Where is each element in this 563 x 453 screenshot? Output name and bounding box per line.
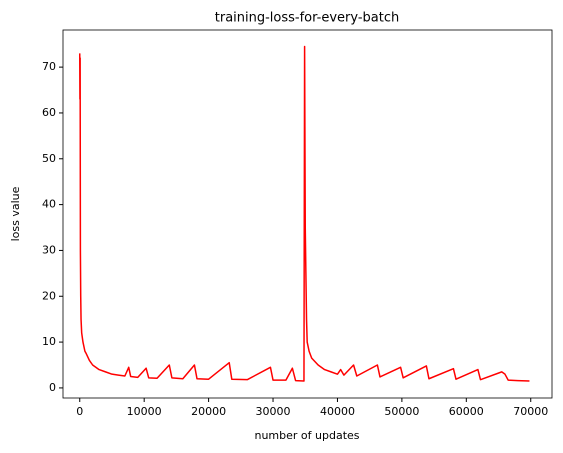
x-tick-label: 60000 [449, 405, 484, 418]
x-tick-label: 50000 [384, 405, 419, 418]
plot-frame [62, 29, 553, 399]
x-tick-label: 40000 [320, 405, 355, 418]
loss-line [79, 45, 530, 382]
y-axis-label: loss value [9, 186, 22, 241]
x-tick-label: 20000 [191, 405, 226, 418]
y-tick-label: 70 [42, 60, 56, 73]
x-tick-label: 70000 [513, 405, 548, 418]
y-tick-label: 0 [49, 381, 56, 394]
y-tick-label: 10 [42, 335, 56, 348]
x-tick-label: 30000 [256, 405, 291, 418]
y-tick-label: 50 [42, 152, 56, 165]
y-tick-label: 40 [42, 198, 56, 211]
y-tick-label: 20 [42, 289, 56, 302]
y-tick-label: 60 [42, 106, 56, 119]
y-tick-label: 30 [42, 243, 56, 256]
x-tick-label: 0 [76, 405, 83, 418]
x-axis-label: number of updates [254, 429, 359, 442]
x-tick-label: 10000 [127, 405, 162, 418]
chart-title: training-loss-for-every-batch [215, 11, 399, 26]
